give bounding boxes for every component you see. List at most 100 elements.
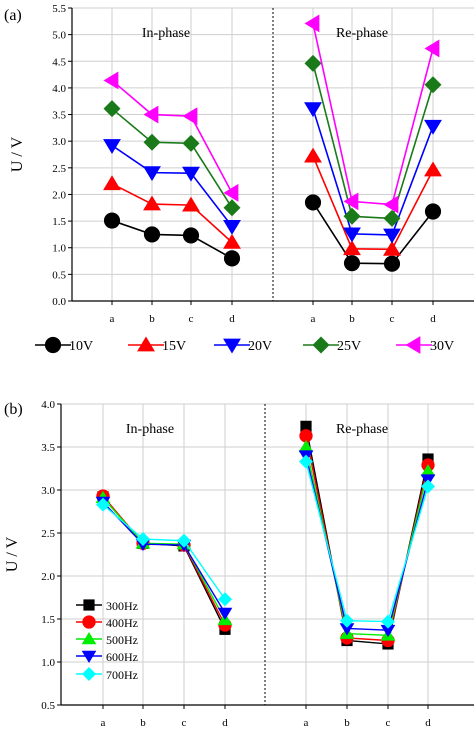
x-tick-label: a <box>311 313 316 325</box>
y-tick-label: 0.5 <box>41 700 55 712</box>
y-tick-label: 5.0 <box>52 30 66 42</box>
legend-marker <box>81 650 97 663</box>
data-point <box>383 240 401 256</box>
legend-item-30V: 30V <box>396 336 454 354</box>
legend-marker <box>405 336 421 354</box>
data-point <box>304 54 322 72</box>
y-tick-label: 3.5 <box>52 110 66 122</box>
series-300Hz <box>97 420 434 650</box>
series-line-in-phase <box>111 79 233 194</box>
series-line-in-phase <box>111 144 233 227</box>
data-point <box>217 607 233 620</box>
data-point <box>143 166 161 182</box>
data-point <box>343 192 359 211</box>
legend-item-10V: 10V <box>35 336 93 354</box>
y-axis-label: U / V <box>4 536 21 572</box>
data-point <box>103 175 121 191</box>
x-tick-label: d <box>222 717 228 729</box>
x-tick-label: b <box>140 717 146 729</box>
y-tick-label: 1.5 <box>52 216 66 228</box>
legend-item-700Hz: 700Hz <box>76 667 138 682</box>
legend-item-400Hz: 400Hz <box>76 615 138 630</box>
data-point <box>182 196 200 212</box>
data-point <box>182 134 200 152</box>
data-point <box>343 207 361 225</box>
x-tick-label: c <box>390 313 395 325</box>
legend-item-300Hz: 300Hz <box>76 599 138 613</box>
data-point <box>182 227 200 244</box>
data-point <box>304 194 322 211</box>
group-label-in-phase: In-phase <box>142 26 190 41</box>
legend-label: 300Hz <box>106 599 138 613</box>
data-point <box>424 39 440 58</box>
series-line-re-phase <box>312 63 434 220</box>
legend-item-25V: 25V <box>303 336 361 354</box>
y-tick-label: 4.0 <box>52 83 66 95</box>
data-point <box>343 227 361 243</box>
legend-label: 30V <box>430 339 454 354</box>
data-point <box>103 212 121 229</box>
series-line-re-phase <box>312 155 434 251</box>
data-point <box>143 133 161 151</box>
legend-marker <box>312 336 330 354</box>
y-tick-label: 5.5 <box>52 3 66 15</box>
y-tick-label: 1.0 <box>52 243 66 255</box>
y-tick-label: 3.0 <box>52 136 66 148</box>
data-point <box>143 105 159 124</box>
legend-marker <box>81 632 97 645</box>
series-line-in-phase <box>111 219 233 260</box>
data-point <box>299 454 313 469</box>
legend-marker <box>137 336 155 352</box>
data-point <box>143 226 161 243</box>
legend-label: 10V <box>69 339 93 354</box>
y-axis-label: U / V <box>9 136 26 172</box>
x-tick-label: c <box>182 717 187 729</box>
legend-marker <box>83 599 95 611</box>
series-line-re-phase <box>312 202 434 265</box>
y-tick-label: 0.0 <box>52 296 66 308</box>
legend-marker <box>223 338 241 354</box>
x-tick-label: d <box>430 313 436 325</box>
group-label-in-phase: In-phase <box>126 422 174 437</box>
series-line-re-phase <box>305 461 429 623</box>
legend-item-500Hz: 500Hz <box>76 632 138 647</box>
data-point <box>143 195 161 211</box>
legend: 300Hz 400Hz 500Hz 600Hz 700Hz <box>76 599 138 682</box>
series-line-in-phase <box>111 108 233 209</box>
chart-panel-a: 0.0 0.5 1.0 1.5 2.0 2.5 3.0 3.5 4.0 4.5 5.0 5.5 In-p… <box>4 3 474 354</box>
data-point <box>223 233 241 249</box>
panel-label: (a) <box>4 7 22 24</box>
group-label-re-phase: Re-phase <box>336 26 388 41</box>
data-point <box>383 228 401 244</box>
chart-panel-b: 0.5 1.0 1.5 2.0 2.5 3.0 3.5 4.0 In-phase a b c d Re-p… <box>4 399 474 729</box>
legend-label: 20V <box>248 339 272 354</box>
data-point <box>304 14 320 33</box>
data-point <box>343 255 361 272</box>
gridlines <box>61 403 474 705</box>
legend-marker <box>82 667 96 681</box>
x-tick-label: a <box>304 717 309 729</box>
data-point <box>380 624 396 638</box>
legend-label: 600Hz <box>106 650 138 664</box>
data-point <box>223 220 241 235</box>
data-point <box>218 592 232 607</box>
data-point <box>103 139 121 154</box>
series-25V <box>103 54 442 227</box>
data-point <box>223 250 241 267</box>
y-tick-label: 2.5 <box>41 528 55 540</box>
series-line-in-phase <box>111 183 233 243</box>
x-tick-label: b <box>344 717 350 729</box>
data-point <box>182 107 198 126</box>
y-tick-label: 2.0 <box>41 571 55 583</box>
series-line-in-phase <box>102 504 226 600</box>
y-tick-label: 1.5 <box>41 614 55 626</box>
panel-label: (b) <box>4 401 23 418</box>
data-point <box>223 183 239 202</box>
data-point <box>424 76 442 94</box>
data-point <box>298 440 314 453</box>
x-tick-label: a <box>110 313 115 325</box>
series-line-in-phase <box>102 497 226 621</box>
legend-item-15V: 15V <box>128 336 186 354</box>
legend-marker <box>44 336 62 354</box>
